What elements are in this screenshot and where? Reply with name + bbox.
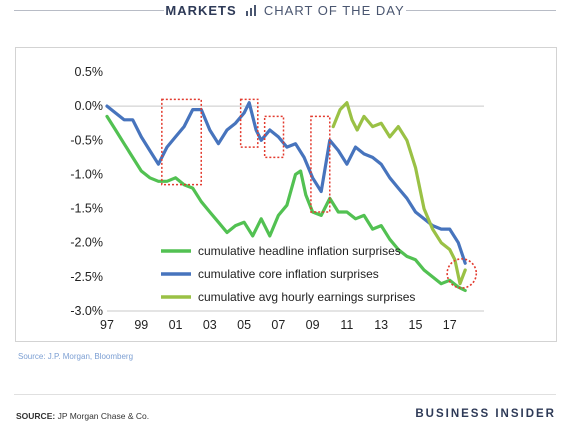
legend-label: cumulative core inflation surprises — [198, 267, 379, 281]
footer-source-label: SOURCE: — [16, 411, 56, 421]
header-rule-right — [406, 10, 556, 11]
x-tick-label: 09 — [306, 318, 320, 332]
legend-label: cumulative headline inflation surprises — [198, 244, 401, 258]
x-tick-label: 11 — [340, 318, 353, 332]
x-tick-label: 03 — [203, 318, 217, 332]
y-tick-label: -2.0% — [70, 236, 103, 250]
chart-source-note: Source: J.P. Morgan, Bloomberg — [18, 352, 134, 361]
series-line-headline — [105, 114, 467, 293]
footer-source: SOURCE: JP Morgan Chase & Co. — [16, 411, 149, 421]
legend-label: cumulative avg hourly earnings surprises — [198, 290, 415, 304]
business-insider-logo: BUSINESS INSIDER — [415, 408, 556, 420]
highlight-box — [161, 98, 202, 186]
x-tick-label: 99 — [134, 318, 148, 332]
y-tick-label: -0.5% — [70, 133, 103, 147]
highlight-box — [263, 115, 285, 159]
y-tick-label: 0.5% — [75, 65, 104, 79]
x-tick-label: 05 — [237, 318, 251, 332]
series-line-core — [105, 101, 467, 265]
chart-icon — [246, 5, 257, 16]
x-tick-label: 13 — [374, 318, 388, 332]
y-tick-label: -3.0% — [70, 304, 103, 318]
x-tick-label: 01 — [169, 318, 183, 332]
y-tick-label: -2.5% — [70, 270, 103, 284]
footer-source-text: JP Morgan Chase & Co. — [57, 411, 150, 421]
header-brand: MARKETS — [165, 3, 237, 18]
highlight-box — [239, 98, 259, 148]
header-subtitle: CHART OF THE DAY — [263, 3, 405, 18]
series-line-earnings — [331, 101, 467, 286]
footer-divider — [14, 394, 556, 395]
x-tick-label: 07 — [271, 318, 285, 332]
x-tick-label: 17 — [443, 318, 457, 332]
x-tick-label: 15 — [409, 318, 423, 332]
header-rule-left — [14, 10, 164, 11]
y-tick-label: -1.5% — [70, 202, 103, 216]
y-tick-label: -1.0% — [70, 167, 103, 181]
line-chart: 0.5% 0.0% -0.5% -1.0% -1.5% -2.0% -2.5% -3.0%97… — [70, 65, 484, 332]
highlight-circle — [446, 258, 478, 289]
header: MARKETS CHART OF THE DAY — [0, 0, 570, 24]
highlight-box — [310, 115, 331, 213]
chart-panel: 0.5% 0.0% -0.5% -1.0% -1.5% -2.0% -2.5% -3.0% 97… — [15, 47, 557, 342]
y-tick-label: 0.0% — [75, 99, 104, 113]
x-tick-label: 97 — [100, 318, 114, 332]
